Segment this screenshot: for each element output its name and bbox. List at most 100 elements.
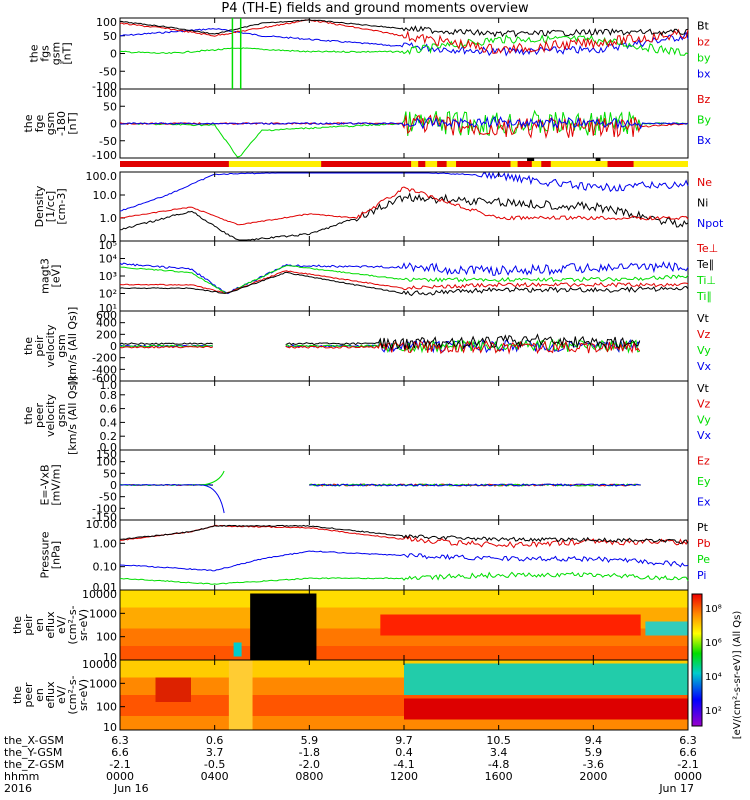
y-tick-label: 50	[103, 100, 117, 113]
y-tick-label: 0.6	[100, 403, 118, 416]
y-tick-label: 10.00	[86, 518, 118, 531]
y-axis-label-line: peer	[22, 682, 35, 708]
series-pi	[119, 550, 689, 572]
y-axis-label-line: Density	[33, 185, 46, 227]
y-axis-label-line: the	[11, 686, 24, 704]
x-tick-value: 0000	[106, 770, 134, 783]
x-tick-value: 6.6	[679, 746, 697, 759]
x-tick-value: -4.8	[488, 758, 509, 771]
x-row-label: the_X-GSM	[4, 734, 64, 747]
y-tick-label: 10¹	[99, 302, 117, 315]
y-axis-label: Density[1/cc][cm-3]	[33, 185, 68, 227]
y-axis-label-line: peir	[33, 335, 46, 357]
x-tick-value: -2.1	[109, 758, 130, 771]
y-tick-label: 100	[96, 631, 117, 644]
legend-entry: Te⊥	[696, 242, 718, 255]
y-tick-label: -50	[99, 65, 117, 78]
colorbar-tick-label: 10⁴	[705, 672, 722, 683]
mode-bar-mark	[595, 158, 601, 161]
legend-entry: Vt	[697, 382, 710, 395]
x-tick-value: -0.5	[204, 758, 225, 771]
y-tick-label: 0.2	[100, 430, 118, 443]
y-axis-label-line: en	[33, 688, 46, 702]
mode-bar-segment	[517, 161, 532, 167]
y-tick-label: 10000	[82, 588, 117, 601]
legend-entry: Ey	[697, 475, 711, 488]
y-tick-label: 10⁴	[99, 253, 118, 266]
series-vt	[119, 342, 213, 345]
mode-bar-segment	[321, 161, 412, 167]
series-te-par-black	[119, 271, 689, 297]
y-tick-label: 100	[96, 456, 117, 469]
legend-entry: Pe	[697, 553, 710, 566]
y-tick-label: 10	[103, 651, 117, 664]
x-tick-value: 2000	[579, 770, 607, 783]
legend-entry: Vy	[697, 413, 711, 426]
y-axis-label-line: the	[22, 114, 35, 132]
y-tick-label: 0.0	[100, 441, 118, 454]
y-axis-label-line: Pressure	[39, 531, 52, 578]
legend-entry: by	[697, 52, 711, 65]
legend-entry: Vy	[697, 344, 711, 357]
x-tick-value: 9.7	[395, 734, 413, 747]
legend-entry: Pb	[697, 537, 711, 550]
y-axis-label: Pressure[nPa]	[39, 531, 63, 578]
legend-entry: bz	[697, 35, 710, 48]
series-ne	[119, 186, 689, 226]
x-tick-value: Jun 17	[658, 782, 694, 795]
y-axis-label-line: E=-VxB	[39, 464, 52, 505]
colorbar-label: [eV/(cm²-s-sr-eV)] (All Qs)	[732, 611, 743, 740]
series-ni	[119, 192, 689, 241]
y-axis-label-line: [nT]	[66, 112, 79, 134]
series-npot	[119, 171, 689, 212]
series-By	[119, 109, 689, 158]
y-tick-label: 200	[96, 328, 117, 341]
panel-frame	[119, 171, 689, 242]
panel-6: 1.00.80.60.40.20.0 thepeervelocitygsm[km/…	[22, 376, 712, 455]
y-tick-label: 1000	[89, 677, 117, 690]
y-axis-label-line: fge	[33, 114, 46, 132]
x-tick-value: 0.6	[206, 734, 224, 747]
y-tick-label: -50	[99, 491, 117, 504]
x-row-label: hhmm	[4, 770, 39, 783]
series-vy	[285, 338, 640, 354]
series-vt	[285, 333, 641, 351]
y-axis-label-line: eflux	[44, 611, 57, 639]
y-tick-label: -100	[92, 502, 117, 515]
x-row-label: the_Y-GSM	[4, 746, 62, 759]
y-axis-label-line: sr-eV)	[77, 679, 90, 711]
x-tick-value: 6.3	[679, 734, 697, 747]
y-tick-label: 0	[110, 48, 117, 61]
series-bz	[119, 19, 689, 54]
x-tick-value: 0.4	[395, 746, 413, 759]
y-tick-label: -200	[92, 352, 117, 365]
y-tick-label: 1.0	[100, 212, 118, 225]
series-vz	[119, 345, 213, 349]
panel-frame	[119, 380, 689, 451]
x-tick-value: 3.7	[206, 746, 224, 759]
panel-9: 10000 1000 100 10 thepeirenefluxeV/(cm²-s-sr…	[11, 588, 689, 664]
y-axis-label-line: velocity	[44, 324, 57, 367]
chart-title: P4 (TH-E) fields and ground moments over…	[221, 1, 529, 16]
legend-entry: Pt	[697, 521, 709, 534]
mode-bar-segment	[456, 161, 511, 167]
legend-entry: Bz	[697, 93, 711, 106]
y-axis-label-line: fgs	[39, 45, 52, 62]
x-tick-value: 1200	[390, 770, 418, 783]
x-tick-value: 0800	[295, 770, 323, 783]
legend-entry: bx	[697, 68, 711, 81]
y-axis-label-line: en	[33, 618, 46, 632]
y-axis-label-line: eV/	[55, 686, 68, 704]
panel-group: 100500-50-100thefgsgsm[nT]Btbzbybx100500…	[11, 16, 724, 734]
y-tick-label: 1.00	[93, 537, 118, 550]
y-tick-label: 1000	[89, 607, 117, 620]
legend-entry: Ex	[697, 496, 711, 509]
legend-entry: Bx	[697, 134, 712, 147]
series-ti	[119, 265, 689, 294]
